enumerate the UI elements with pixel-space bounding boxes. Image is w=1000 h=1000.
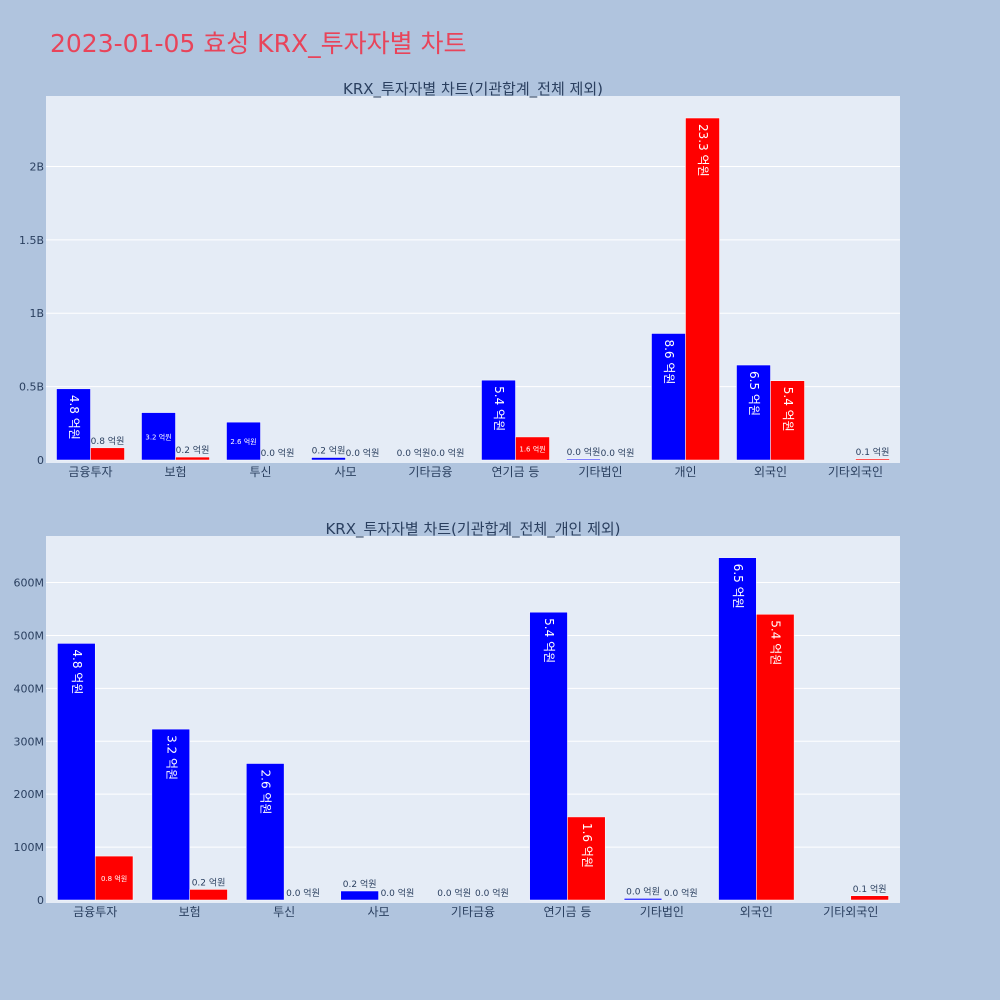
bar [141, 412, 176, 461]
data-label: 1.6 억원 [519, 444, 545, 453]
x-tick-label: 기타금융 [408, 465, 452, 479]
bar [515, 436, 550, 461]
x-tick-label: 사모 [334, 465, 356, 479]
y-tick-label: 400M [14, 682, 45, 695]
data-label: 0.2 억원 [176, 444, 210, 456]
data-label: 0.0 억원 [286, 887, 320, 899]
data-label: 3.2 억원 [164, 735, 178, 780]
bar [90, 447, 125, 461]
x-tick-label: 연기금 등 [543, 905, 591, 919]
bar [481, 379, 516, 461]
y-tick-label: 200M [14, 788, 45, 801]
bar [56, 388, 91, 461]
data-label: 1.6 억원 [580, 823, 594, 868]
x-tick-label: 기타외국인 [823, 905, 878, 919]
data-label: 0.2 억원 [312, 445, 346, 457]
bar [529, 611, 568, 901]
data-label: 0.8 억원 [91, 435, 125, 447]
bar [151, 728, 190, 901]
data-label: 0.2 억원 [343, 878, 377, 890]
data-label: 0.0 억원 [437, 887, 471, 899]
x-tick-label: 외국인 [740, 905, 773, 919]
bar [566, 458, 601, 461]
bar [57, 643, 96, 901]
y-tick-label: 500M [14, 629, 45, 642]
data-label: 2.6 억원 [230, 437, 256, 446]
data-label: 0.0 억원 [346, 447, 380, 459]
x-tick-label: 개인 [674, 465, 696, 479]
data-label: 8.6 억원 [662, 339, 676, 384]
data-label: 5.4 억원 [769, 620, 783, 665]
data-label: 2.6 억원 [259, 770, 273, 815]
x-tick-label: 기타금융 [451, 905, 495, 919]
x-tick-label: 보험 [179, 905, 201, 919]
y-tick-label: 100M [14, 841, 45, 854]
x-tick-label: 투신 [249, 465, 271, 479]
bar [685, 117, 720, 461]
data-label: 5.4 억원 [492, 386, 506, 431]
y-tick-label: 1.5B [19, 234, 44, 247]
bar [756, 614, 795, 901]
bar [94, 855, 134, 901]
x-tick-label: 보험 [164, 465, 186, 479]
bar [311, 457, 346, 461]
data-label: 0.0 억원 [397, 447, 431, 459]
data-label: 0.0 억원 [567, 446, 601, 458]
bar [340, 890, 379, 901]
data-label: 0.0 억원 [261, 447, 295, 459]
data-label: 0.1 억원 [856, 446, 890, 458]
data-label: 0.0 억원 [431, 447, 465, 459]
x-tick-label: 금융투자 [68, 465, 112, 479]
y-tick-label: 300M [14, 735, 45, 748]
data-label: 6.5 억원 [747, 371, 761, 416]
data-label: 23.3 억원 [696, 124, 710, 177]
bar [770, 380, 805, 461]
data-label: 4.8 억원 [67, 395, 81, 440]
x-tick-label: 연기금 등 [492, 465, 540, 479]
bar [175, 456, 210, 461]
y-tick-label: 0 [37, 894, 44, 907]
data-label: 6.5 억원 [731, 564, 745, 609]
data-label: 5.4 억원 [542, 618, 556, 663]
data-label: 0.2 억원 [192, 876, 226, 888]
bar [850, 895, 889, 901]
data-label: 0.0 억원 [381, 887, 415, 899]
y-tick-label: 2B [29, 160, 44, 173]
data-label: 4.8 억원 [70, 649, 84, 694]
subplot-title: KRX_투자자별 차트(기관합계_전체_개인 제외) [325, 520, 620, 539]
bar [246, 763, 285, 901]
data-label: 0.8 억원 [101, 874, 127, 883]
x-tick-label: 투신 [273, 905, 295, 919]
x-tick-label: 외국인 [754, 465, 787, 479]
bar [623, 898, 663, 901]
bar [189, 889, 228, 901]
y-tick-label: 1B [29, 307, 44, 320]
bar [855, 458, 890, 461]
bar [651, 333, 686, 461]
y-tick-label: 600M [14, 577, 45, 590]
x-tick-label: 기타외국인 [828, 465, 883, 479]
y-tick-label: 0 [37, 454, 44, 467]
data-label: 0.0 억원 [626, 885, 660, 897]
x-tick-label: 기타법인 [578, 465, 622, 479]
data-label: 3.2 억원 [145, 432, 171, 441]
bar [226, 421, 261, 461]
bar [736, 364, 771, 461]
data-label: 0.1 억원 [853, 883, 887, 895]
data-label: 0.0 억원 [475, 887, 509, 899]
y-tick-label: 0.5B [19, 381, 44, 394]
bar [567, 816, 606, 901]
bar [718, 557, 757, 901]
subplot-title: KRX_투자자별 차트(기관합계_전체 제외) [343, 80, 603, 99]
data-label: 5.4 억원 [781, 387, 795, 432]
data-label: 0.0 억원 [601, 447, 635, 459]
data-label: 0.0 억원 [664, 887, 698, 899]
page-title: 2023-01-05 효성 KRX_투자자별 차트 [50, 29, 467, 58]
x-tick-label: 사모 [368, 905, 390, 919]
x-tick-label: 금융투자 [73, 905, 117, 919]
x-tick-label: 기타법인 [640, 905, 684, 919]
